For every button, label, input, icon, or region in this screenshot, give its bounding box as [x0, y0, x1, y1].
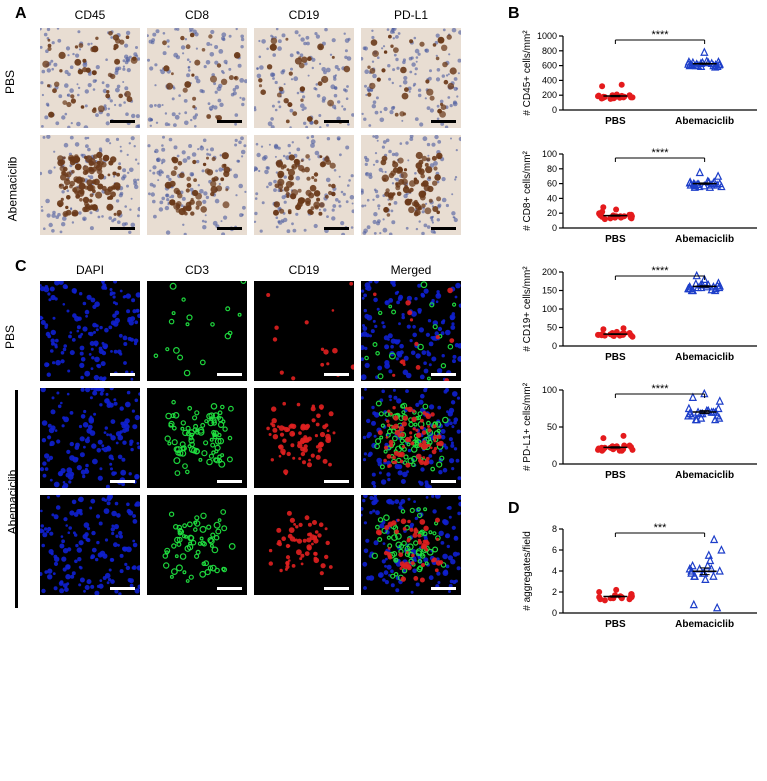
svg-text:800: 800 [542, 46, 557, 56]
ihc-tile-pbs-cd45 [40, 28, 140, 128]
if-tile-r0-c3 [361, 281, 461, 381]
if-tile-r1-c0 [40, 388, 140, 488]
svg-text:50: 50 [547, 323, 557, 333]
svg-text:0: 0 [552, 608, 557, 618]
ihc-col-pd-l1: PD-L1 [361, 8, 461, 22]
svg-text:# PD-L1+ cells/mm²: # PD-L1+ cells/mm² [522, 382, 533, 471]
svg-text:60: 60 [547, 179, 557, 189]
svg-text:20: 20 [547, 208, 557, 218]
chart-aggregates: 0 2 4 6 8 PBS Abemaciclib # aggregates/field *** [518, 515, 763, 635]
svg-text:Abemaciclib: Abemaciclib [675, 116, 734, 127]
svg-text:PBS: PBS [605, 619, 626, 630]
svg-text:40: 40 [547, 193, 557, 203]
svg-text:# aggregates/field: # aggregates/field [522, 531, 533, 611]
svg-text:PBS: PBS [605, 470, 626, 481]
ihc-tile-abemaciclib-cd8 [147, 135, 247, 235]
if-tile-r2-c3 [361, 495, 461, 595]
if-tile-r0-c1 [147, 281, 247, 381]
svg-text:1000: 1000 [537, 31, 557, 41]
svg-text:0: 0 [552, 341, 557, 351]
svg-text:600: 600 [542, 61, 557, 71]
ihc-col-cd8: CD8 [147, 8, 247, 22]
abm-bracket [15, 390, 18, 608]
panel-b-label: B [508, 5, 520, 23]
ihc-tile-abemaciclib-cd45 [40, 135, 140, 235]
svg-text:150: 150 [542, 286, 557, 296]
svg-text:8: 8 [552, 524, 557, 534]
if-col-cd3: CD3 [147, 263, 247, 277]
svg-text:80: 80 [547, 164, 557, 174]
if-tile-r1-c1 [147, 388, 247, 488]
svg-text:PBS: PBS [605, 234, 626, 245]
svg-text:****: **** [651, 265, 669, 277]
svg-text:PBS: PBS [605, 352, 626, 363]
if-tile-r2-c1 [147, 495, 247, 595]
svg-text:Abemaciclib: Abemaciclib [675, 470, 734, 481]
ihc-row-label-abm: Abemaciclib [5, 157, 19, 222]
svg-text:100: 100 [542, 304, 557, 314]
svg-text:# CD45+ cells/mm²: # CD45+ cells/mm² [522, 30, 533, 116]
if-tile-r0-c0 [40, 281, 140, 381]
if-col-cd19: CD19 [254, 263, 354, 277]
svg-text:0: 0 [552, 223, 557, 233]
ihc-col-cd19: CD19 [254, 8, 354, 22]
if-tile-r1-c2 [254, 388, 354, 488]
svg-text:# CD19+ cells/mm²: # CD19+ cells/mm² [522, 266, 533, 352]
ihc-tile-abemaciclib-cd19 [254, 135, 354, 235]
svg-text:Abemaciclib: Abemaciclib [675, 234, 734, 245]
if-col-merged: Merged [361, 263, 461, 277]
svg-text:200: 200 [542, 267, 557, 277]
panel-a-label: A [15, 5, 27, 23]
chart-cd19: 0 50 100 150 200 PBS Abemaciclib # CD19+ cells/… [518, 258, 763, 368]
if-tile-r0-c2 [254, 281, 354, 381]
svg-text:4: 4 [552, 566, 557, 576]
ihc-tile-pbs-cd8 [147, 28, 247, 128]
svg-text:# CD8+ cells/mm²: # CD8+ cells/mm² [522, 150, 533, 230]
ihc-tile-abemaciclib-pd-l1 [361, 135, 461, 235]
svg-text:50: 50 [547, 422, 557, 432]
if-tile-r2-c2 [254, 495, 354, 595]
chart-cd8: 0 20 40 60 80 100 PBS Abemaciclib # CD8+ cells/m… [518, 140, 763, 250]
panel-c-label: C [15, 258, 27, 276]
chart-cd45: 0 200 400 600 800 1000 PBS Abemaciclib # CD45+ c… [518, 22, 763, 132]
svg-text:6: 6 [552, 545, 557, 555]
ihc-row-label-pbs: PBS [3, 70, 17, 94]
svg-text:0: 0 [552, 105, 557, 115]
if-col-dapi: DAPI [40, 263, 140, 277]
svg-text:***: *** [654, 522, 668, 534]
ihc-tile-pbs-cd19 [254, 28, 354, 128]
ihc-col-cd45: CD45 [40, 8, 140, 22]
svg-text:2: 2 [552, 587, 557, 597]
svg-text:0: 0 [552, 459, 557, 469]
chart-pdl1: 0 50 100 PBS Abemaciclib # PD-L1+ cells/mm² **… [518, 376, 763, 486]
svg-text:200: 200 [542, 90, 557, 100]
ihc-tile-pbs-pd-l1 [361, 28, 461, 128]
svg-text:100: 100 [542, 385, 557, 395]
if-tile-r1-c3 [361, 388, 461, 488]
if-row-label-pbs: PBS [3, 325, 17, 349]
if-tile-r2-c0 [40, 495, 140, 595]
svg-text:100: 100 [542, 149, 557, 159]
svg-text:****: **** [651, 29, 669, 41]
svg-text:Abemaciclib: Abemaciclib [675, 619, 734, 630]
svg-text:Abemaciclib: Abemaciclib [675, 352, 734, 363]
svg-text:****: **** [651, 383, 669, 395]
svg-text:400: 400 [542, 75, 557, 85]
svg-text:****: **** [651, 147, 669, 159]
svg-text:PBS: PBS [605, 116, 626, 127]
